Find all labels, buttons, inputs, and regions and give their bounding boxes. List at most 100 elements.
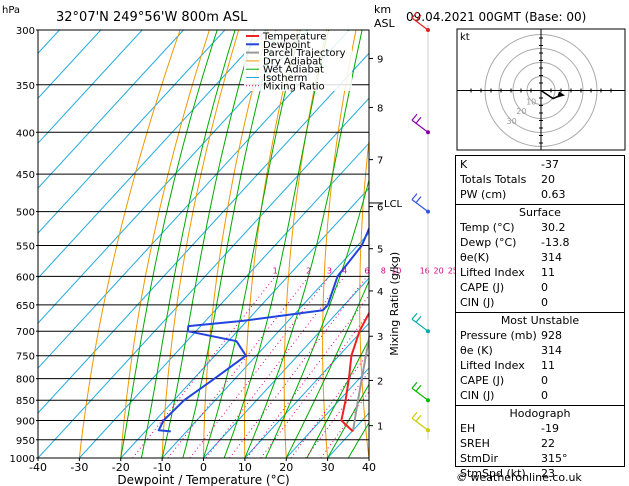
wind-barb-flag <box>415 414 422 422</box>
index-label: K <box>460 158 468 171</box>
index-row: θe (K) 314 <box>460 344 620 358</box>
section-divider <box>456 312 624 313</box>
mixing-ratio-line <box>290 351 369 458</box>
index-value: 0 <box>541 374 548 387</box>
index-label: CAPE (J) <box>460 281 505 294</box>
mixing-ratio-line <box>189 276 330 458</box>
isotherm-line <box>38 97 369 458</box>
wet-adiabat-line <box>161 30 255 458</box>
legend-entry: Mixing Ratio <box>263 81 325 92</box>
dry-adiabat-line <box>203 30 269 458</box>
hodograph-ring-label: 30 <box>507 117 517 126</box>
dry-adiabat-line <box>78 30 181 458</box>
dry-adiabat-line <box>120 30 210 458</box>
km-tick-label: 6 <box>377 203 383 214</box>
index-label: θe (K) <box>460 344 493 357</box>
mixing-ratio-label: 3 <box>327 266 332 275</box>
dry-adiabat-line <box>396 30 415 458</box>
temp-tick-label: -20 <box>112 461 130 474</box>
legend-entry: Parcel Trajectory <box>263 48 346 59</box>
index-row: SREH 22 <box>460 437 620 451</box>
isotherm-line <box>38 30 143 144</box>
pressure-tick-label: 1000 <box>10 454 35 465</box>
temp-tick-label: -30 <box>70 461 88 474</box>
x-axis-label: Dewpoint / Temperature (°C) <box>117 473 289 486</box>
index-row: Pressure (mb) 928 <box>460 329 620 343</box>
wind-barb <box>411 119 429 133</box>
wind-barb-flag <box>411 11 418 19</box>
temp-tick-label: 30 <box>321 461 335 474</box>
mixing-ratio-label: 6 <box>364 266 369 275</box>
parcel-trajectory-line <box>351 333 369 432</box>
isotherm-line <box>38 30 226 234</box>
km-tick-label: 3 <box>377 332 383 343</box>
pressure-tick-label: 850 <box>16 396 35 407</box>
plot-area <box>38 30 415 458</box>
mixing-ratio-label: 10 <box>391 266 401 275</box>
index-label: PW (cm) <box>460 188 507 201</box>
wind-barb-flag <box>411 411 418 419</box>
pressure-tick-label: 650 <box>16 301 35 312</box>
index-value: 20 <box>541 173 555 186</box>
index-value: 0.63 <box>541 188 566 201</box>
index-label: Lifted Index <box>460 266 525 279</box>
km-tick-label: 9 <box>377 54 383 65</box>
mixing-ratio-line <box>320 390 369 458</box>
wind-barb-dot <box>426 428 430 433</box>
pressure-tick-label: 750 <box>16 352 35 363</box>
pressure-tick-label: 400 <box>16 128 35 139</box>
index-row: PW (cm) 0.63 <box>460 188 620 202</box>
wind-barb <box>411 417 429 431</box>
asl-label: ASL <box>374 17 396 30</box>
wind-barb-flag <box>415 384 422 392</box>
section-title: Most Unstable <box>500 314 580 327</box>
index-row: CAPE (J) 0 <box>460 374 620 388</box>
index-label: CIN (J) <box>460 389 495 402</box>
pressure-tick-label: 350 <box>16 81 35 92</box>
index-value: 314 <box>541 251 562 264</box>
datetime-title: 09.04.2021 00GMT (Base: 00) <box>406 10 586 24</box>
wind-barb <box>411 199 429 213</box>
wind-barb-flag <box>411 312 418 320</box>
index-row: Dewp (°C) -13.8 <box>460 236 620 250</box>
wind-barb-dot <box>426 329 430 334</box>
isotherm-line <box>285 367 369 458</box>
km-tick-label: 2 <box>377 376 383 387</box>
pressure-unit-label: hPa <box>2 5 20 16</box>
wet-adiabat-line <box>327 383 369 458</box>
index-row: EH -19 <box>460 422 620 436</box>
index-row: CIN (J) 0 <box>460 296 620 310</box>
index-label: CAPE (J) <box>460 374 505 387</box>
mixing-ratio-line <box>305 370 369 458</box>
wind-barb-dot <box>426 28 430 32</box>
wind-barb-flag <box>411 381 418 389</box>
legend-entry: Isotherm <box>263 73 307 84</box>
index-row: θe(K) 314 <box>460 251 620 265</box>
isotherm-line <box>38 52 369 414</box>
credit-text: © weatheronline.co.uk <box>456 471 582 484</box>
isotherm-line <box>38 30 184 189</box>
hodograph-unit-label: kt <box>460 32 470 43</box>
section-title: Surface <box>519 206 561 219</box>
wet-adiabat-line <box>285 279 369 458</box>
index-row: Temp (°C) 30.2 <box>460 221 620 235</box>
legend-entry: Temperature <box>262 32 326 43</box>
temp-tick-label: 10 <box>238 461 252 474</box>
wind-barb-flag <box>415 196 422 203</box>
legend-background <box>244 31 352 91</box>
km-tick-label: 4 <box>377 287 383 298</box>
legend-entry: Wet Adiabat <box>263 65 324 76</box>
index-label: SREH <box>460 437 490 450</box>
km-tick-label: 7 <box>377 156 383 167</box>
isotherm-line <box>38 30 309 324</box>
mixing-ratio-label: 4 <box>342 266 347 275</box>
isotherm-line <box>244 322 369 458</box>
index-row: StmDir 315° <box>460 452 620 466</box>
hodograph-ring-label: 20 <box>516 107 526 116</box>
pressure-tick-label: 900 <box>16 417 35 428</box>
dewpoint-line <box>157 226 369 433</box>
legend-entry: Dry Adiabat <box>263 56 322 67</box>
wind-barb-flag <box>415 14 422 22</box>
